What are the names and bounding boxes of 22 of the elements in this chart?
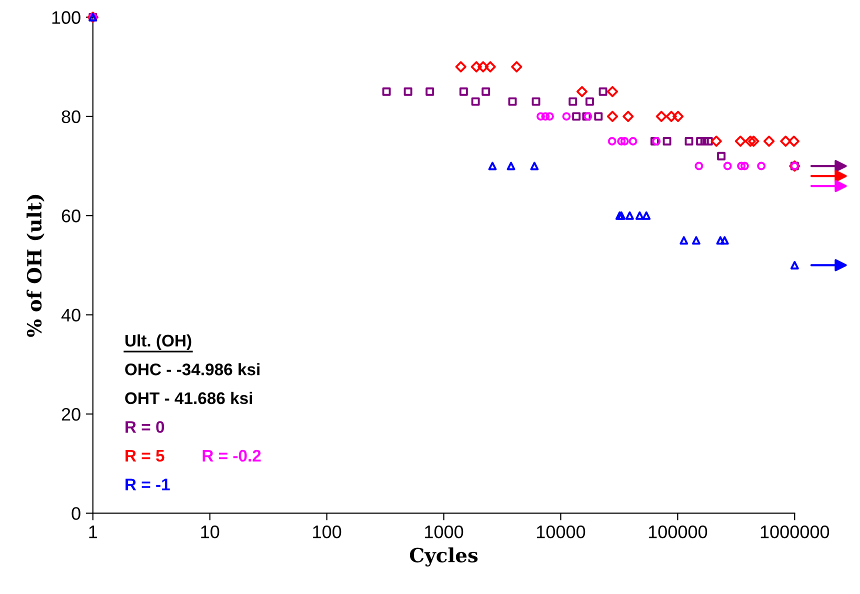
text: R = -1 (126, 478, 170, 490)
y-tick-label: 20 (62, 408, 80, 421)
y-tick-label: 60 (62, 210, 80, 222)
text: R = -0.2 (202, 450, 261, 462)
y-axis-title: % of OH (ult) (26, 194, 44, 337)
text: R = 5 (126, 450, 164, 462)
x-tick-label: 1 (89, 526, 98, 538)
x-tick-label: 1000000 (760, 526, 830, 538)
y-tick-label: 0 (72, 507, 80, 520)
y-tick-label: 40 (61, 308, 80, 322)
x-tick-label: 100000 (648, 526, 708, 538)
x-tick-label: 10 (201, 526, 220, 538)
x-tick-label: 10000 (536, 526, 586, 538)
y-tick-label: 80 (62, 110, 80, 124)
x-axis-title: Cycles (410, 547, 478, 567)
text: R = 0 (126, 421, 164, 433)
annotation: Ult. (OH) (125, 334, 192, 350)
annotation: OHT - 41.686 ksi (125, 392, 252, 404)
x-tick-label: 1000 (425, 526, 464, 538)
y-tick-label: 100 (52, 11, 80, 24)
annotation: OHC - -34.986 ksi (125, 363, 260, 376)
x-tick-label: 100 (313, 526, 342, 538)
